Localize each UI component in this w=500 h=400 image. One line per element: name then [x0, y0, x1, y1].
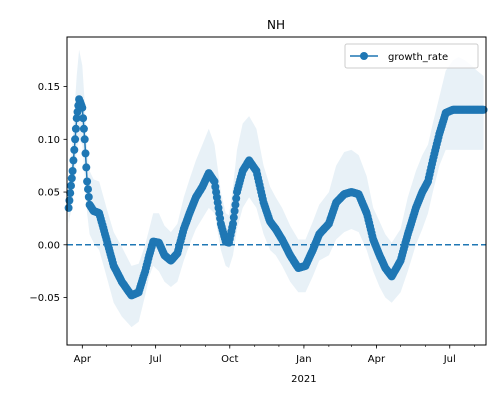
legend-box	[344, 43, 479, 69]
x-tick-label: Oct	[221, 354, 238, 365]
legend-marker	[360, 52, 368, 60]
x-tick-label: Apr	[74, 354, 92, 365]
series-markers	[64, 95, 488, 300]
data-point	[230, 207, 239, 215]
data-point	[232, 194, 241, 203]
legend-label: growth_rate	[388, 52, 448, 63]
data-point	[80, 135, 89, 144]
data-point	[83, 177, 92, 186]
x-tick-label: Jul	[443, 354, 456, 365]
x-tick-label: Apr	[368, 354, 386, 365]
data-point	[229, 219, 237, 228]
data-point	[231, 200, 240, 209]
y-tick-label: 0.00	[38, 240, 60, 251]
x-tick-label: Jul	[149, 354, 162, 365]
data-point	[69, 156, 78, 165]
data-point	[68, 167, 77, 175]
chart-title: NH	[267, 18, 285, 32]
data-point	[81, 149, 90, 158]
data-point	[70, 145, 79, 154]
data-point	[67, 181, 75, 190]
data-point	[66, 189, 75, 198]
axes: −0.05 0.00 0.05 0.10 0.15 Apr Jul Oct Jan Apr Jul 2…	[29, 36, 487, 385]
y-tick-label: 0.10	[38, 135, 60, 146]
data-point	[71, 124, 80, 133]
data-point	[71, 135, 80, 144]
y-tick-label: 0.15	[38, 82, 60, 93]
data-point	[72, 114, 81, 123]
x-tick-label: Jan	[295, 354, 311, 365]
legend: growth_rate	[344, 43, 479, 69]
plot-area	[64, 49, 488, 328]
data-point	[79, 114, 88, 123]
data-point	[78, 103, 87, 112]
data-point	[84, 193, 93, 201]
y-tick-label: −0.05	[29, 293, 60, 304]
data-point	[67, 174, 76, 183]
y-tick-label: 0.05	[38, 188, 60, 199]
data-point	[84, 185, 92, 194]
data-point	[229, 213, 238, 222]
plot-frame	[66, 36, 487, 346]
data-point	[79, 124, 88, 133]
data-point	[64, 203, 73, 212]
x-tick-year-label: 2021	[291, 374, 316, 385]
data-point	[82, 163, 91, 172]
